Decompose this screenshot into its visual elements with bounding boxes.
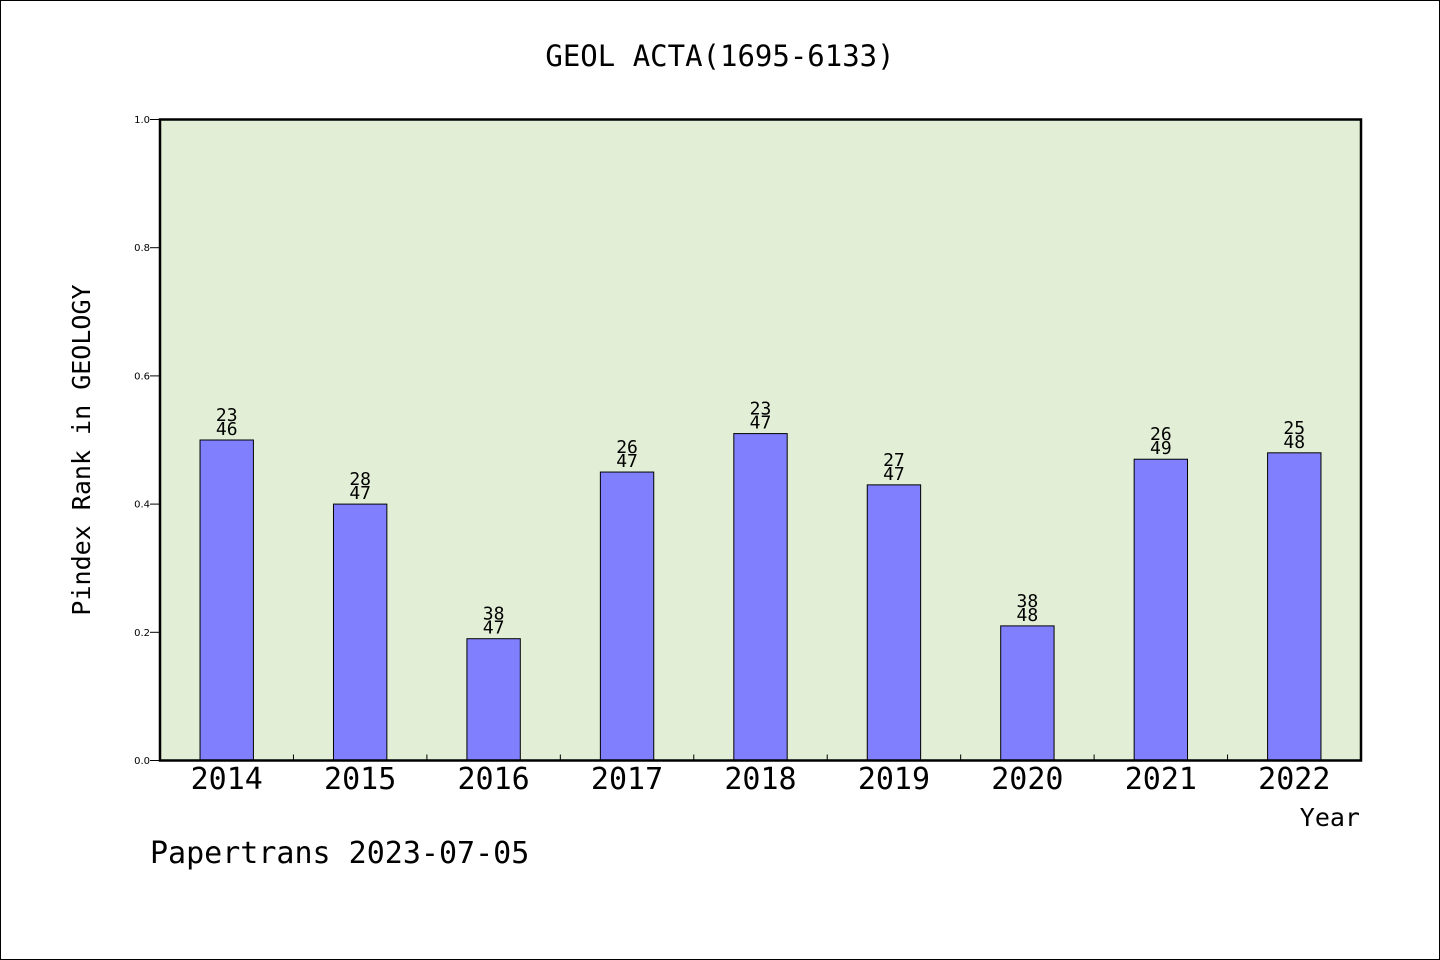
footer-credit: Papertrans 2023-07-05 <box>150 836 529 871</box>
bar-rank-label-2017: 26 <box>616 437 638 458</box>
bar-2014 <box>199 439 254 761</box>
bar-total-label-2020: 48 <box>1017 605 1039 626</box>
bar-2017 <box>599 471 655 761</box>
bar-total-label-2014: 46 <box>216 419 238 440</box>
y-tick-label: 0.8 <box>134 243 150 254</box>
bar-rank-label-2020: 38 <box>1017 591 1039 612</box>
bar-total-label-2022: 48 <box>1283 432 1305 453</box>
plot-border <box>158 118 1363 762</box>
bar-total-label-2018: 47 <box>750 413 772 434</box>
bar-rank-label-2019: 27 <box>883 450 905 471</box>
x-tick-label-2016: 2016 <box>457 762 529 797</box>
bar-rank-label-2021: 26 <box>1150 424 1172 445</box>
bar-rank-label-2014: 23 <box>216 405 238 426</box>
chart-title: GEOL ACTA(1695-6133) <box>545 39 894 73</box>
y-tick-label: 0.0 <box>134 756 150 767</box>
x-tick-label-2022: 2022 <box>1258 762 1330 797</box>
y-tick-label: 0.4 <box>134 500 150 511</box>
bar-rank-label-2022: 25 <box>1283 418 1305 439</box>
x-tick-label-2017: 2017 <box>591 762 663 797</box>
bar-rank-label-2015: 28 <box>349 469 371 490</box>
y-axis-label: Pindex Rank in GEOLOGY <box>67 284 96 615</box>
bar-2018 <box>733 433 788 761</box>
bar-total-label-2015: 47 <box>349 483 371 504</box>
x-tick-label-2020: 2020 <box>991 762 1063 797</box>
bar-2016 <box>466 638 521 762</box>
y-tick-label: 0.2 <box>134 628 150 639</box>
bar-2019 <box>866 484 922 761</box>
bar-total-label-2017: 47 <box>616 451 638 472</box>
y-tick-label: 0.6 <box>134 371 150 382</box>
x-tick-label-2018: 2018 <box>724 762 796 797</box>
x-tick-label-2019: 2019 <box>858 762 930 797</box>
bar-2022 <box>1267 452 1322 761</box>
x-tick-label-2015: 2015 <box>324 762 396 797</box>
x-tick-label-2014: 2014 <box>191 762 263 797</box>
bar-2015 <box>332 503 388 761</box>
bar-total-label-2016: 47 <box>483 618 505 639</box>
bar-rank-label-2016: 38 <box>483 604 505 625</box>
bar-2021 <box>1133 458 1189 761</box>
x-tick-label-2021: 2021 <box>1125 762 1197 797</box>
bar-rank-label-2018: 23 <box>750 399 772 420</box>
y-axis-ticks: 0.0 0.2 0.4 0.6 0.8 1.0 <box>134 115 160 767</box>
bar-2020 <box>1000 625 1055 762</box>
bar-total-label-2021: 49 <box>1150 438 1172 459</box>
x-axis-label: Year <box>1300 803 1360 832</box>
bars-group <box>199 433 1322 762</box>
y-tick-label: 1.0 <box>134 115 150 126</box>
bar-total-label-2019: 47 <box>883 464 905 485</box>
x-ticks: 2014 2015 2016 2017 2018 2019 2020 2021 2022 <box>191 754 1330 797</box>
